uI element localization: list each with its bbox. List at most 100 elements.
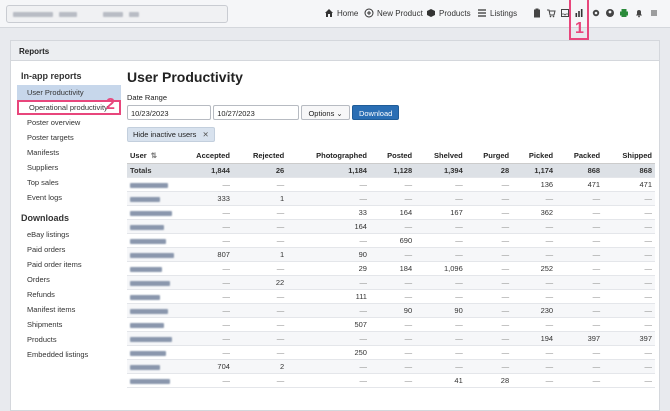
- table-row[interactable]: — — — —41 28— — —: [127, 373, 655, 388]
- table-cell: 90: [369, 303, 416, 318]
- date-from-input[interactable]: 10/23/2023: [127, 105, 211, 120]
- sidebar-item-poster-targets[interactable]: Poster targets: [27, 133, 74, 142]
- sidebar-item-refunds[interactable]: Refunds: [27, 290, 55, 299]
- nav-home[interactable]: Home: [324, 8, 358, 18]
- filter-chip[interactable]: Hide inactive users ✕: [127, 127, 215, 142]
- cart-icon[interactable]: [546, 8, 556, 18]
- table-cell: —: [175, 289, 233, 304]
- sidebar-item-products[interactable]: Products: [27, 335, 57, 344]
- table-cell: —: [175, 373, 233, 388]
- close-icon[interactable]: ✕: [202, 130, 209, 139]
- table-cell: —: [465, 219, 513, 234]
- column-header[interactable]: Packed: [556, 148, 604, 164]
- panel-title: Reports: [11, 41, 659, 61]
- table-row[interactable]: — —250— — — — — —: [127, 345, 655, 360]
- sidebar-item-ebay-listings[interactable]: eBay listings: [27, 230, 70, 239]
- table-row[interactable]: — — —690— — — — —: [127, 233, 655, 248]
- table-cell: —: [175, 219, 233, 234]
- date-to-input[interactable]: 10/27/2023: [213, 105, 300, 120]
- table-cell: 194: [512, 331, 557, 346]
- sidebar-item-orders[interactable]: Orders: [27, 275, 50, 284]
- table-row[interactable]: 704 2— — — — — — —: [127, 359, 655, 374]
- table-row[interactable]: — — — — — —194 397 397: [127, 331, 655, 346]
- table-cell: —: [465, 233, 513, 248]
- user-cell-redacted: [127, 373, 176, 388]
- totals-cell: 28: [465, 163, 513, 178]
- table-cell: 397: [603, 331, 655, 346]
- table-cell: —: [603, 219, 655, 234]
- table-cell: —: [369, 275, 416, 290]
- nav-listings[interactable]: Listings: [477, 8, 517, 18]
- table-row[interactable]: 333 1— — — — — — —: [127, 191, 655, 206]
- table-cell: —: [512, 275, 557, 290]
- table-cell: 1: [232, 247, 288, 262]
- table-cell: —: [603, 289, 655, 304]
- sidebar-item-manifests[interactable]: Manifests: [27, 148, 60, 157]
- table-row[interactable]: — —33 164 167—362— —: [127, 205, 655, 220]
- table-row[interactable]: — —111— — — — — —: [127, 289, 655, 304]
- table-cell: —: [369, 247, 416, 262]
- sidebar-item-user-productivity[interactable]: User Productivity: [17, 85, 121, 100]
- sidebar-item-suppliers[interactable]: Suppliers: [27, 163, 59, 172]
- totals-cell: 1,394: [415, 163, 466, 178]
- table-cell: —: [175, 177, 233, 192]
- table-cell: —: [415, 359, 466, 374]
- sidebar-item-manifest-items[interactable]: Manifest items: [27, 305, 76, 314]
- sidebar-item-embedded-listings[interactable]: Embedded listings: [27, 350, 89, 359]
- column-header[interactable]: Posted: [369, 148, 416, 164]
- sidebar-item-poster-overview[interactable]: Poster overview: [27, 118, 81, 127]
- column-header[interactable]: Photographed: [287, 148, 370, 164]
- column-header[interactable]: Shelved: [415, 148, 466, 164]
- table-row[interactable]: 807 1 90— — — — — —: [127, 247, 655, 262]
- column-header[interactable]: Picked: [512, 148, 557, 164]
- table-cell: —: [465, 247, 513, 262]
- table-cell: 2: [232, 359, 288, 374]
- options-dropdown[interactable]: Options ⌄: [301, 105, 350, 120]
- column-header[interactable]: Rejected: [232, 148, 288, 164]
- menu-icon[interactable]: [649, 8, 659, 18]
- table-cell: —: [603, 359, 655, 374]
- sidebar-item-paid-order-items[interactable]: Paid order items: [27, 260, 82, 269]
- clipboard-icon[interactable]: [532, 8, 542, 18]
- sidebar-item-top-sales[interactable]: Top sales: [27, 178, 59, 187]
- table-cell: —: [369, 345, 416, 360]
- column-header[interactable]: Purged: [465, 148, 513, 164]
- user-cell-redacted: [127, 345, 176, 360]
- redacted-user-name: [130, 238, 166, 244]
- table-cell: —: [287, 177, 370, 192]
- nav-new-product[interactable]: New Product: [364, 8, 423, 18]
- table-cell: —: [232, 205, 288, 220]
- search-input[interactable]: [6, 5, 228, 23]
- column-header[interactable]: Accepted: [175, 148, 233, 164]
- table-row[interactable]: — —29 184 1,096—252— —: [127, 261, 655, 276]
- sidebar-item-operational-productivity[interactable]: Operational productivity: [17, 100, 121, 115]
- bell-icon[interactable]: [634, 8, 644, 18]
- table-row[interactable]: — — — — — —136 471 471: [127, 177, 655, 192]
- table-cell: —: [465, 205, 513, 220]
- reports-chart-icon[interactable]: [574, 8, 584, 18]
- table-row[interactable]: —22— — — — — — —: [127, 275, 655, 290]
- table-cell: —: [556, 191, 604, 206]
- table-cell: —: [465, 303, 513, 318]
- download-button[interactable]: Download: [351, 105, 400, 120]
- sidebar-item-event-logs[interactable]: Event logs: [27, 193, 63, 202]
- table-cell: —: [232, 345, 288, 360]
- sort-icon[interactable]: ⇅: [150, 150, 157, 160]
- table-row[interactable]: — —507— — — — — —: [127, 317, 655, 332]
- table-row[interactable]: — — —90 90—230— —: [127, 303, 655, 318]
- nav-products[interactable]: Products: [426, 8, 471, 18]
- table-cell: 471: [603, 177, 655, 192]
- filter-chip-label: Hide inactive users: [133, 130, 197, 139]
- sidebar-item-shipments[interactable]: Shipments: [27, 320, 63, 329]
- printer-icon[interactable]: [619, 8, 629, 18]
- table-cell: —: [556, 219, 604, 234]
- column-header[interactable]: User ⇅: [127, 148, 176, 164]
- table-cell: —: [369, 331, 416, 346]
- table-cell: 250: [287, 345, 370, 360]
- gear-icon[interactable]: [591, 8, 601, 18]
- sidebar-item-paid-orders[interactable]: Paid orders: [27, 245, 66, 254]
- user-circle-icon[interactable]: [605, 8, 615, 18]
- column-header[interactable]: Shipped: [603, 148, 655, 164]
- inbox-icon[interactable]: [560, 8, 570, 18]
- table-row[interactable]: — —164— — — — — —: [127, 219, 655, 234]
